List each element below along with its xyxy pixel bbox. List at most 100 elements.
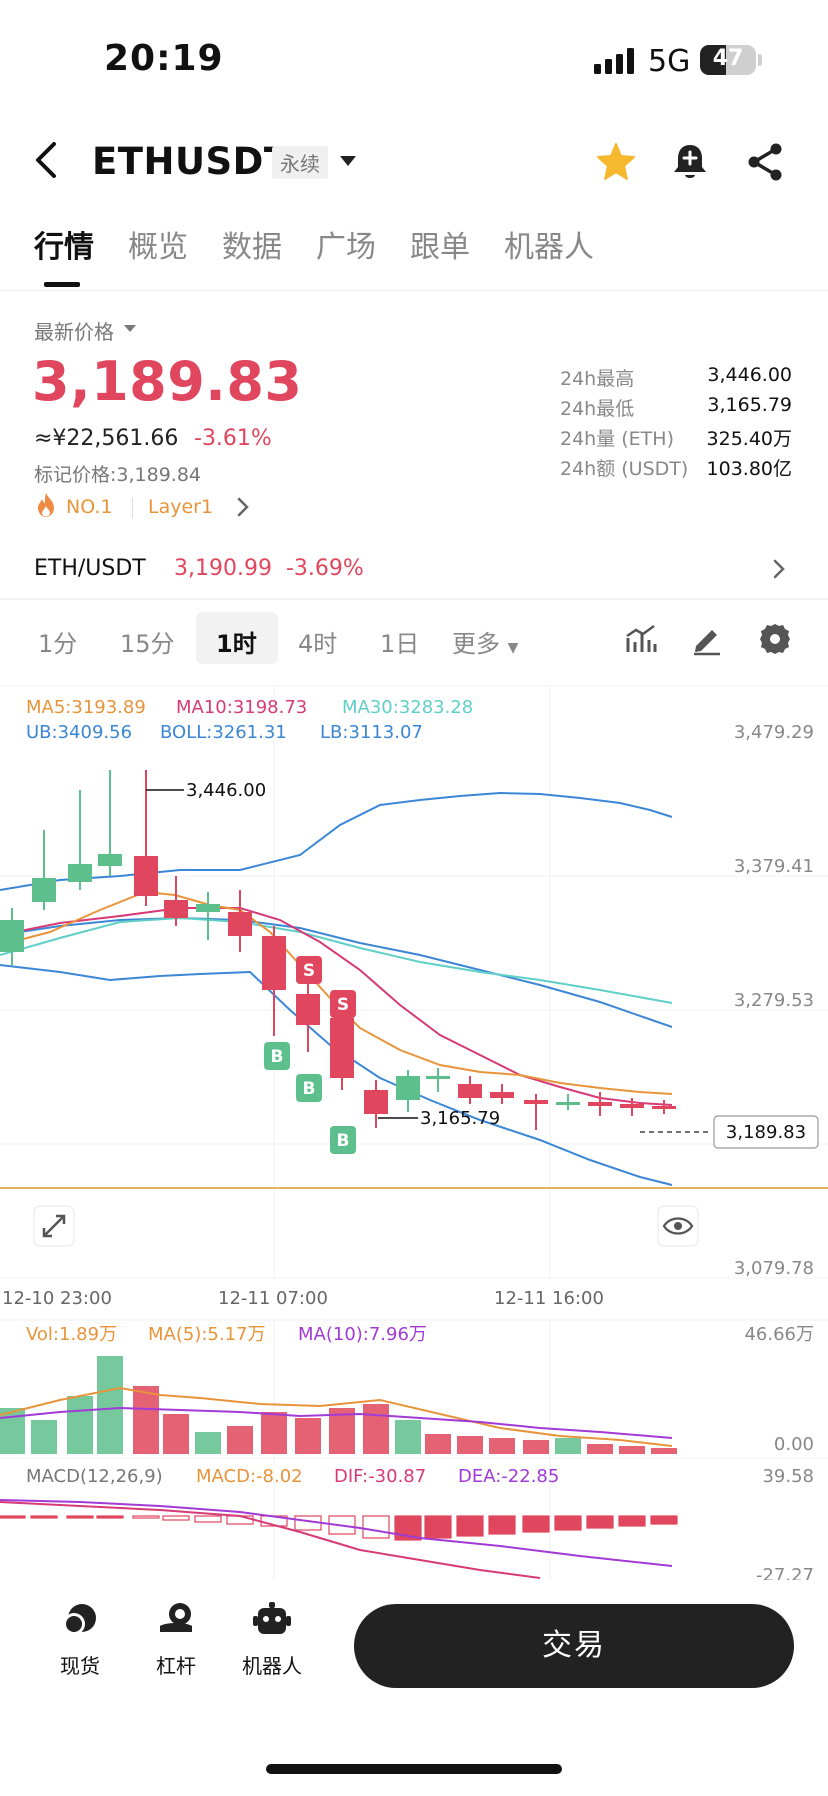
dea-line <box>0 1499 673 1567</box>
status-time: 20:19 <box>104 38 224 79</box>
macd-bar <box>362 1515 390 1539</box>
x-tick-label: 12-10 23:00 <box>2 1288 112 1309</box>
stat-value: 3,446.00 <box>707 364 792 386</box>
latest-price-label[interactable]: 最新价格 <box>34 320 114 344</box>
rank-badge[interactable]: NO.1 <box>66 496 113 518</box>
low-marker: 3,165.79 <box>420 1108 500 1129</box>
spot-price[interactable]: 3,190.99 -3.69% <box>174 556 364 581</box>
dif-line <box>0 1501 541 1579</box>
macd-bar <box>226 1515 254 1525</box>
home-indicator[interactable] <box>266 1764 562 1774</box>
fullscreen-button[interactable] <box>33 1205 75 1247</box>
vol-ma5-label: MA(5):5.17万 <box>148 1324 265 1345</box>
ma10-label: MA10:3198.73 <box>176 697 307 718</box>
trade-mark-buy[interactable]: B <box>264 1042 290 1070</box>
timeframe-4h[interactable]: 4时 <box>298 630 338 658</box>
timeframe-1d[interactable]: 1日 <box>380 630 420 658</box>
trade-mark-sell[interactable]: S <box>296 956 322 984</box>
alert-bell-icon[interactable] <box>668 140 712 184</box>
timeframe-more[interactable]: 更多 ▼ <box>452 624 518 659</box>
volume-bar <box>555 1438 581 1454</box>
battery-tip <box>758 54 762 66</box>
chevron-right-icon[interactable] <box>772 558 786 580</box>
high-marker: 3,446.00 <box>186 780 266 801</box>
timeframe-1m[interactable]: 1分 <box>38 630 78 658</box>
back-icon[interactable] <box>32 140 62 180</box>
latest-price-dropdown-icon[interactable] <box>124 325 136 332</box>
bot-nav-button[interactable]: 机器人 <box>232 1600 312 1679</box>
trade-mark-sell[interactable]: S <box>330 990 356 1018</box>
bot-nav-label: 机器人 <box>242 1654 302 1678</box>
stat-value: 3,165.79 <box>707 394 792 416</box>
signal-icon <box>594 48 634 74</box>
macd-top-label: 39.58 <box>762 1466 814 1487</box>
stat-24h-high: 24h最高 3,446.00 <box>560 364 792 391</box>
y-tick-label: 3,479.29 <box>734 722 814 743</box>
dea-value: DEA:-22.85 <box>458 1466 559 1487</box>
stat-label: 24h最低 <box>560 398 635 420</box>
spot-nav-button[interactable]: 现货 <box>40 1600 120 1679</box>
leverage-nav-button[interactable]: 杠杆 <box>136 1600 216 1679</box>
macd-bar <box>162 1515 190 1521</box>
sector-tag[interactable]: Layer1 <box>148 496 214 518</box>
candle-body <box>330 1018 354 1078</box>
candle-body <box>32 878 56 902</box>
spot-icon <box>63 1604 96 1635</box>
spot-pair[interactable]: ETH/USDT <box>34 556 146 581</box>
share-icon[interactable] <box>744 140 788 184</box>
star-icon[interactable] <box>594 140 638 184</box>
tab-market[interactable]: 行情 <box>34 230 94 265</box>
trade-mark-label: S <box>337 995 349 1015</box>
chevron-right-icon[interactable] <box>236 496 250 518</box>
indicator-icon[interactable] <box>624 622 658 656</box>
y-tick-label: 3,279.53 <box>734 990 814 1011</box>
fire-icon <box>38 493 54 517</box>
stat-24h-low: 24h最低 3,165.79 <box>560 394 792 421</box>
ma5-label: MA5:3193.89 <box>26 697 146 718</box>
timeframe-1h[interactable]: 1时 <box>216 630 257 658</box>
trade-mark-label: S <box>303 961 315 981</box>
volume-bar <box>363 1404 389 1454</box>
tab-copy-trading[interactable]: 跟单 <box>410 230 470 265</box>
tab-overview[interactable]: 概览 <box>128 230 188 265</box>
boll-upper-line <box>0 791 673 891</box>
settings-gear-icon[interactable] <box>758 622 792 656</box>
macd-bar <box>650 1515 678 1525</box>
pair-dropdown-icon[interactable] <box>340 156 356 166</box>
network-label: 5G <box>648 44 691 79</box>
boll-ub-label: UB:3409.56 <box>26 722 132 743</box>
macd-label: MACD(12,26,9) <box>26 1466 163 1487</box>
active-tab-indicator <box>44 282 80 287</box>
trade-mark-label: B <box>337 1131 350 1151</box>
timeframe-15m[interactable]: 15分 <box>120 630 175 658</box>
trade-button[interactable]: 交易 <box>354 1604 794 1688</box>
macd-bar <box>0 1515 26 1519</box>
dif-value: DIF:-30.87 <box>334 1466 426 1487</box>
battery-level: 47 <box>712 46 744 71</box>
volume-bar <box>227 1426 253 1454</box>
trade-mark-label: B <box>303 1079 316 1099</box>
volume-bar <box>651 1448 677 1454</box>
candle-body <box>164 900 188 918</box>
tab-square[interactable]: 广场 <box>316 230 376 265</box>
draw-pen-icon[interactable] <box>690 622 724 656</box>
trade-mark-buy[interactable]: B <box>330 1126 356 1154</box>
candles <box>0 770 676 1130</box>
leverage-icon <box>160 1603 192 1632</box>
eye-icon[interactable] <box>657 1205 699 1247</box>
page-title[interactable]: ETHUSDT <box>92 140 290 183</box>
trade-mark-buy[interactable]: B <box>296 1074 322 1102</box>
current-price-label[interactable]: 3,189.83 <box>713 1115 819 1149</box>
volume-bar <box>457 1436 483 1454</box>
stat-24h-volume: 24h量 (ETH) 325.40万 <box>560 424 792 451</box>
last-price: 3,189.83 <box>32 350 303 413</box>
volume-bar <box>67 1396 93 1454</box>
tab-bot[interactable]: 机器人 <box>504 230 594 265</box>
candle-body <box>134 856 158 896</box>
spot-nav-label: 现货 <box>60 1654 100 1678</box>
tab-data[interactable]: 数据 <box>222 230 282 265</box>
stat-label: 24h最高 <box>560 368 635 390</box>
candlestick-chart[interactable]: MA5:3193.89 MA10:3198.73 MA30:3283.28 UB… <box>0 680 828 1580</box>
candle-body <box>98 854 122 866</box>
macd-value: MACD:-8.02 <box>196 1466 303 1487</box>
